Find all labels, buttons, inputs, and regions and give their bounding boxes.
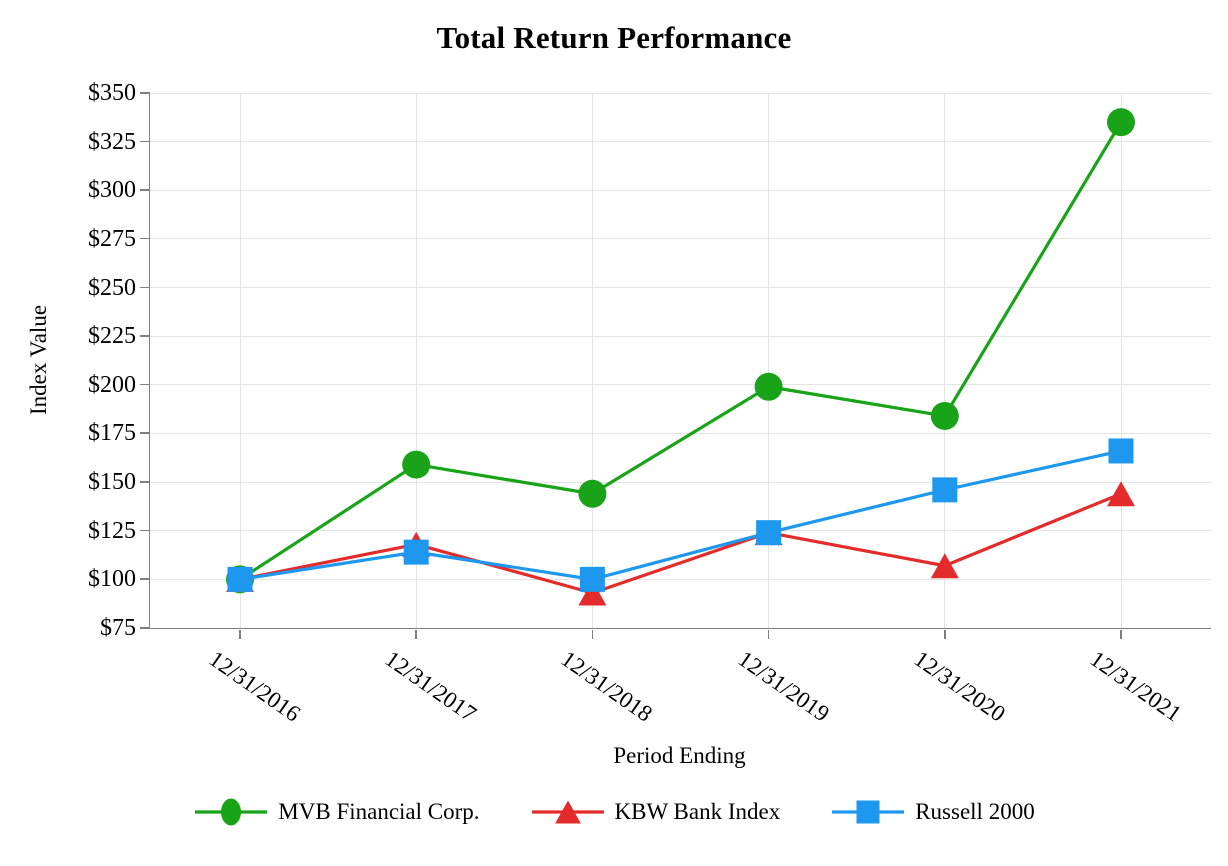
vertical-gridline xyxy=(768,93,770,628)
circle-marker-swatch-icon xyxy=(195,798,268,826)
y-tick-label: $125 xyxy=(88,517,136,544)
y-tick-label: $275 xyxy=(88,225,136,252)
y-axis-tick xyxy=(140,335,150,337)
y-tick-label: $175 xyxy=(88,420,136,447)
data-point-marker xyxy=(930,401,959,430)
y-axis-tick xyxy=(140,529,150,532)
x-axis-tick xyxy=(415,629,417,639)
vertical-gridline xyxy=(1120,93,1122,628)
horizontal-gridline xyxy=(150,92,1211,94)
x-axis-tick xyxy=(239,629,241,639)
x-tick-label: 12/31/2021 xyxy=(1085,646,1186,727)
data-point-marker xyxy=(930,553,959,579)
triangle-marker-swatch-icon xyxy=(531,800,604,824)
data-point-marker xyxy=(1107,481,1135,507)
y-axis-tick xyxy=(140,286,150,289)
legend: MVB Financial Corp. KBW Bank Index Russell… xyxy=(0,795,1228,829)
x-tick-label: 12/31/2016 xyxy=(204,646,305,727)
legend-label: MVB Financial Corp. xyxy=(278,799,480,824)
horizontal-gridline xyxy=(150,141,1211,143)
y-tick-label: $200 xyxy=(88,371,136,398)
horizontal-gridline xyxy=(150,578,1211,580)
data-point-marker xyxy=(1107,108,1135,137)
legend-label: Russell 2000 xyxy=(915,799,1035,824)
legend-item-russell-2000: Russell 2000 xyxy=(830,795,1035,829)
horizontal-gridline xyxy=(150,238,1211,240)
vertical-gridline xyxy=(944,93,946,628)
horizontal-gridline xyxy=(150,189,1211,191)
y-tick-label: $350 xyxy=(88,80,136,106)
data-point-marker xyxy=(403,539,429,565)
y-axis-tick xyxy=(140,481,150,483)
x-tick-label: 12/31/2020 xyxy=(909,646,1010,727)
horizontal-gridline xyxy=(150,384,1211,386)
y-tick-label: $75 xyxy=(100,615,136,641)
plot-area xyxy=(140,92,1211,639)
data-point-marker xyxy=(754,372,783,401)
legend-item-kbw-bank-index: KBW Bank Index xyxy=(530,795,781,829)
y-axis-tick xyxy=(140,92,150,94)
data-point-marker xyxy=(856,800,880,824)
vertical-gridline xyxy=(239,93,241,628)
series-mvb-financial-corp xyxy=(226,108,1135,594)
x-tick-label: 12/31/2018 xyxy=(557,646,658,727)
horizontal-gridline xyxy=(150,530,1211,532)
y-axis-title: Index Value xyxy=(26,304,51,416)
series-line xyxy=(239,449,1122,581)
x-axis-tick xyxy=(591,629,594,639)
y-axis-tick xyxy=(140,383,150,386)
y-tick-label: $250 xyxy=(88,274,136,301)
data-point-marker xyxy=(221,798,242,826)
data-point-marker xyxy=(554,800,581,824)
series-plot xyxy=(226,108,1135,606)
legend-label: KBW Bank Index xyxy=(614,799,781,824)
y-tick-label: $225 xyxy=(88,323,136,350)
data-point-marker xyxy=(1108,438,1134,464)
y-tick-label: $100 xyxy=(88,566,136,593)
series-russell-2000 xyxy=(227,438,1134,592)
y-axis-tick xyxy=(140,140,150,143)
data-point-marker xyxy=(579,566,605,592)
data-point-marker xyxy=(932,477,958,503)
legend-item-mvb-financial-corp: MVB Financial Corp. xyxy=(193,795,480,829)
y-axis-tick xyxy=(140,237,150,240)
square-marker-swatch-icon xyxy=(832,800,905,824)
vertical-gridline xyxy=(415,93,417,628)
horizontal-gridline xyxy=(150,335,1211,337)
x-axis-tick xyxy=(767,629,770,639)
data-point-marker xyxy=(227,566,253,592)
y-axis-tick xyxy=(140,189,150,191)
data-point-marker xyxy=(578,479,607,508)
chart-title: Total Return Performance xyxy=(436,20,792,55)
x-axis-tick xyxy=(1120,629,1122,639)
data-point-marker xyxy=(578,580,607,606)
horizontal-gridline xyxy=(150,481,1211,483)
y-axis-tick xyxy=(140,578,150,580)
data-point-marker xyxy=(756,520,782,546)
y-axis-tick xyxy=(140,627,150,629)
series-line xyxy=(239,121,1123,581)
y-tick-label: $325 xyxy=(88,128,136,155)
vertical-gridline xyxy=(591,93,593,628)
x-axis-tick xyxy=(944,629,946,639)
y-tick-label: $150 xyxy=(88,469,136,496)
x-axis-title: Period Ending xyxy=(613,743,746,768)
horizontal-gridline xyxy=(150,432,1211,434)
x-tick-label: 12/31/2017 xyxy=(380,646,482,727)
horizontal-gridline xyxy=(150,287,1211,289)
y-tick-label: $300 xyxy=(88,177,136,204)
series-line xyxy=(239,492,1122,595)
x-tick-label: 12/31/2019 xyxy=(733,646,834,727)
data-point-marker xyxy=(402,450,431,479)
y-axis-tick xyxy=(140,432,150,434)
